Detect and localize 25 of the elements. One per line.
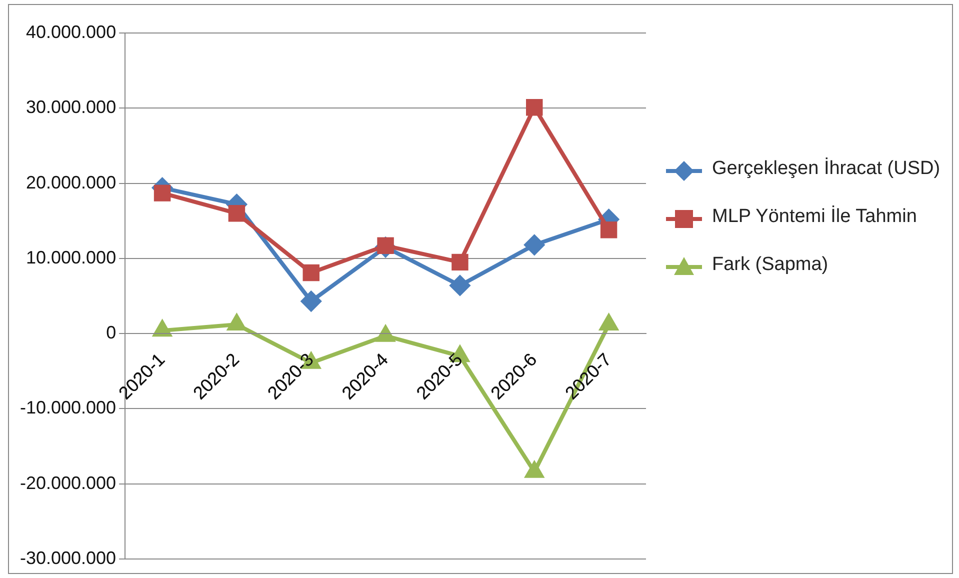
y-tick-label: -10.000.000 [20,398,116,418]
point [524,234,544,255]
point [376,326,394,342]
point [450,275,470,296]
point [600,222,618,238]
legend-label: Fark (Sapma) [712,253,828,277]
y-tick-label: -30.000.000 [20,548,116,568]
y-tick-label: 40.000.000 [26,22,116,42]
point [302,264,320,282]
y-tick-label: 10.000.000 [26,247,116,268]
point [301,291,322,312]
y-tick-label: 20.000.000 [26,172,116,192]
y-tick-label: -20.000.000 [20,472,116,493]
point [600,314,618,331]
point [526,99,543,116]
y-tick-label: 30.000.000 [26,97,116,118]
legend-label: Gerçekleşen İhracat (USD) [712,156,940,181]
point [154,184,171,202]
point [153,320,172,337]
y-tick-label: 0 [106,322,116,343]
point [452,254,468,271]
point [228,204,246,222]
point [525,462,544,478]
point [228,314,246,331]
legend-label: MLP Yöntemi İle Tahmin [712,204,917,229]
